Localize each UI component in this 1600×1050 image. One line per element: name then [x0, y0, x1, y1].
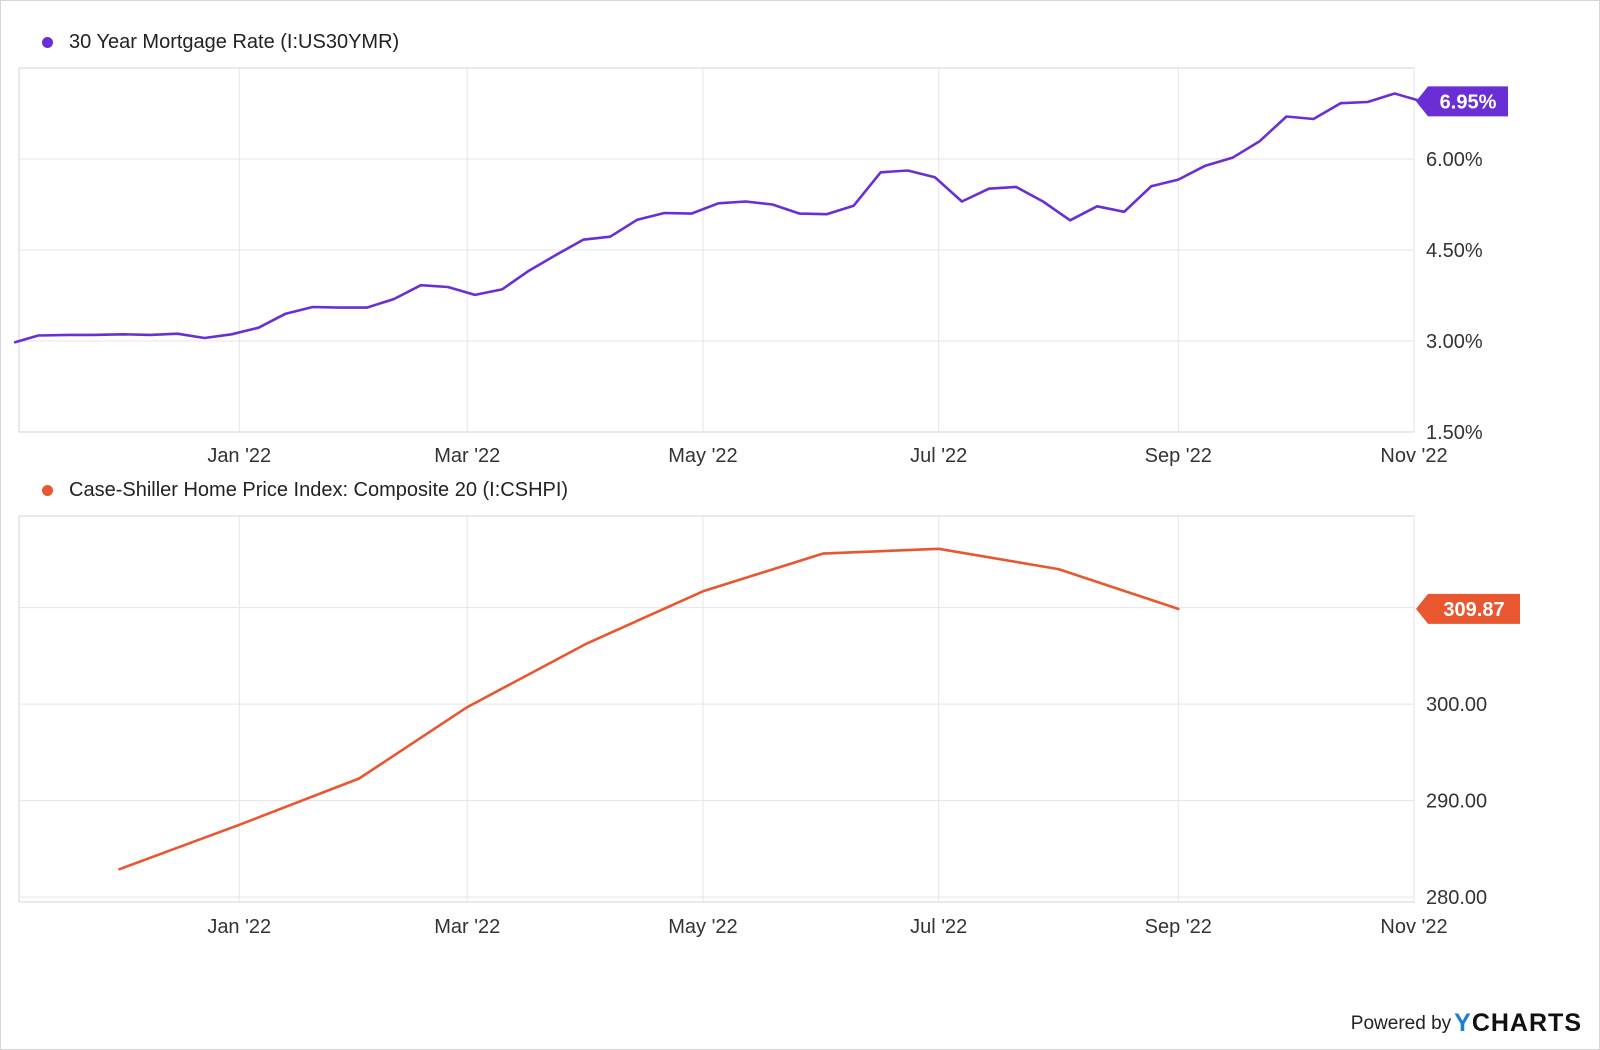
- y-tick-label-mortgage: 3.00%: [1426, 331, 1483, 353]
- x-tick-label-mortgage: Nov '22: [1380, 445, 1447, 467]
- y-tick-label-mortgage: 4.50%: [1426, 240, 1483, 262]
- legend-caseshiller[interactable]: Case-Shiller Home Price Index: Composite…: [42, 479, 568, 502]
- y-tick-label-mortgage: 6.00%: [1426, 149, 1483, 171]
- x-tick-label-caseshiller: Mar '22: [434, 916, 500, 938]
- legend-mortgage[interactable]: 30 Year Mortgage Rate (I:US30YMR): [42, 31, 399, 54]
- last-value-label-mortgage: 6.95%: [1440, 91, 1497, 113]
- last-value-badge-caseshiller: [1416, 593, 1520, 624]
- x-tick-label-mortgage: May '22: [668, 445, 737, 467]
- powered-by-text: Powered by: [1350, 1012, 1452, 1034]
- last-value-badge-mortgage: [1416, 86, 1508, 117]
- x-tick-label-mortgage: Mar '22: [434, 445, 500, 467]
- x-tick-label-mortgage: Sep '22: [1145, 445, 1212, 467]
- y-tick-label-mortgage: 1.50%: [1426, 422, 1483, 444]
- x-tick-label-caseshiller: Nov '22: [1380, 916, 1447, 938]
- x-tick-label-caseshiller: Sep '22: [1145, 916, 1212, 938]
- last-value-label-caseshiller: 309.87: [1443, 599, 1504, 621]
- plot-area-caseshiller: [18, 515, 1415, 903]
- y-tick-label-caseshiller: 300.00: [1426, 694, 1487, 716]
- y-tick-label-caseshiller: 290.00: [1426, 791, 1487, 813]
- series-line-caseshiller: [118, 547, 1180, 871]
- legend-label-mortgage: 30 Year Mortgage Rate (I:US30YMR): [69, 31, 400, 53]
- legend-dot-caseshiller: [42, 485, 53, 496]
- footer-powered-by[interactable]: Powered by YCHARTS: [1351, 1009, 1582, 1038]
- x-tick-label-mortgage: Jul '22: [910, 445, 967, 467]
- y-tick-label-caseshiller: 280.00: [1426, 887, 1487, 909]
- x-tick-label-caseshiller: Jan '22: [207, 916, 271, 938]
- x-tick-label-mortgage: Jan '22: [207, 445, 271, 467]
- x-tick-label-caseshiller: Jul '22: [910, 916, 967, 938]
- ycharts-logo: YCHARTS: [1454, 1009, 1582, 1037]
- legend-dot-mortgage: [42, 37, 53, 48]
- x-tick-label-caseshiller: May '22: [668, 916, 737, 938]
- series-line-mortgage: [13, 92, 1423, 344]
- legend-label-caseshiller: Case-Shiller Home Price Index: Composite…: [69, 479, 569, 501]
